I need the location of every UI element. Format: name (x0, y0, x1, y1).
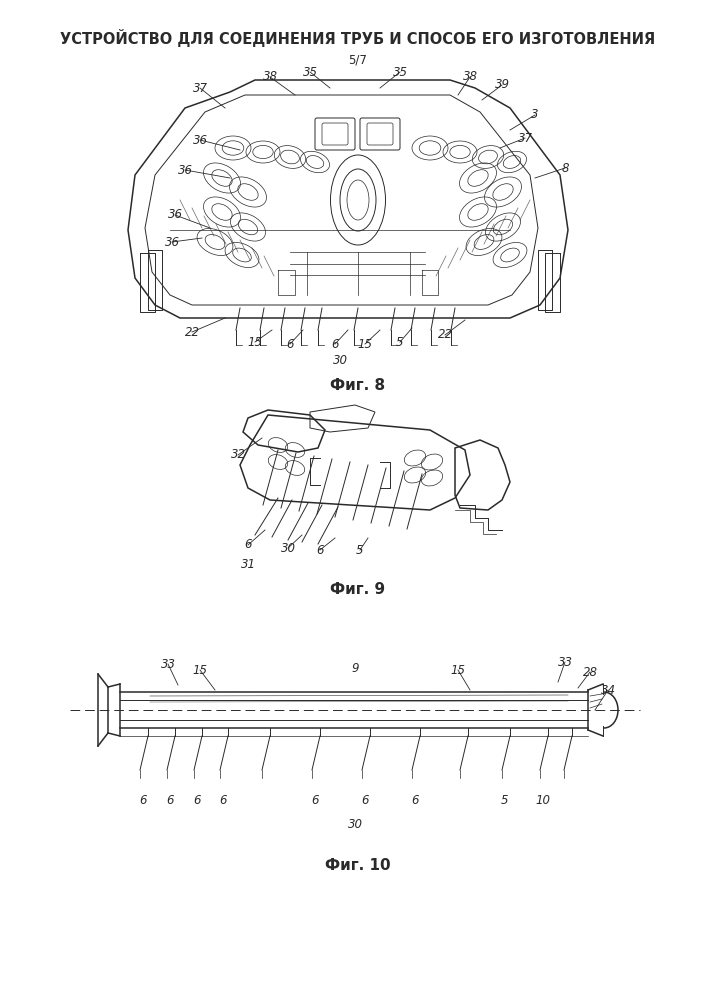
Text: 22: 22 (437, 328, 453, 342)
Text: 6: 6 (193, 794, 200, 806)
Text: 15: 15 (193, 664, 208, 676)
Text: 6: 6 (316, 544, 324, 556)
Text: 6: 6 (311, 794, 319, 806)
Text: 22: 22 (185, 326, 200, 338)
Text: 5/7: 5/7 (349, 53, 367, 66)
Text: 30: 30 (281, 542, 296, 554)
Text: 6: 6 (362, 794, 369, 806)
Text: 15: 15 (248, 336, 263, 349)
Text: 10: 10 (536, 794, 551, 806)
Text: 36: 36 (178, 163, 193, 176)
Text: 32: 32 (231, 448, 246, 462)
Text: 6: 6 (411, 794, 419, 806)
Text: 37: 37 (518, 131, 533, 144)
Text: 6: 6 (244, 538, 252, 552)
Text: Фиг. 9: Фиг. 9 (331, 582, 385, 597)
Text: 9: 9 (352, 662, 359, 674)
Text: 3: 3 (531, 108, 538, 121)
Text: 38: 38 (463, 70, 478, 84)
Text: 30: 30 (347, 818, 362, 832)
Text: 33: 33 (160, 658, 175, 670)
Text: 15: 15 (357, 338, 372, 351)
Text: 5: 5 (501, 794, 509, 806)
Text: 15: 15 (450, 664, 465, 676)
Text: УСТРОЙСТВО ДЛЯ СОЕДИНЕНИЯ ТРУБ И СПОСОБ ЕГО ИЗГОТОВЛЕНИЯ: УСТРОЙСТВО ДЛЯ СОЕДИНЕНИЯ ТРУБ И СПОСОБ … (60, 29, 656, 47)
Text: 34: 34 (601, 684, 616, 696)
Text: 6: 6 (139, 794, 147, 806)
Text: 35: 35 (302, 66, 317, 79)
Text: 30: 30 (332, 354, 347, 366)
Text: 36: 36 (165, 235, 180, 248)
Text: 6: 6 (332, 338, 339, 351)
Text: 37: 37 (193, 82, 208, 95)
Text: 36: 36 (168, 209, 183, 222)
Text: 33: 33 (558, 656, 573, 668)
Text: 8: 8 (561, 161, 569, 174)
Text: Фиг. 8: Фиг. 8 (331, 377, 385, 392)
Text: 6: 6 (219, 794, 227, 806)
Text: 6: 6 (166, 794, 174, 806)
Text: 5: 5 (396, 336, 404, 349)
Text: 6: 6 (286, 338, 294, 351)
Text: 31: 31 (241, 558, 256, 572)
Text: 5: 5 (357, 544, 364, 556)
Text: 35: 35 (392, 66, 407, 79)
Text: 36: 36 (193, 133, 208, 146)
Text: 39: 39 (495, 79, 510, 92)
Text: Фиг. 10: Фиг. 10 (325, 857, 391, 872)
Text: 38: 38 (263, 70, 278, 84)
Text: 28: 28 (583, 666, 597, 678)
